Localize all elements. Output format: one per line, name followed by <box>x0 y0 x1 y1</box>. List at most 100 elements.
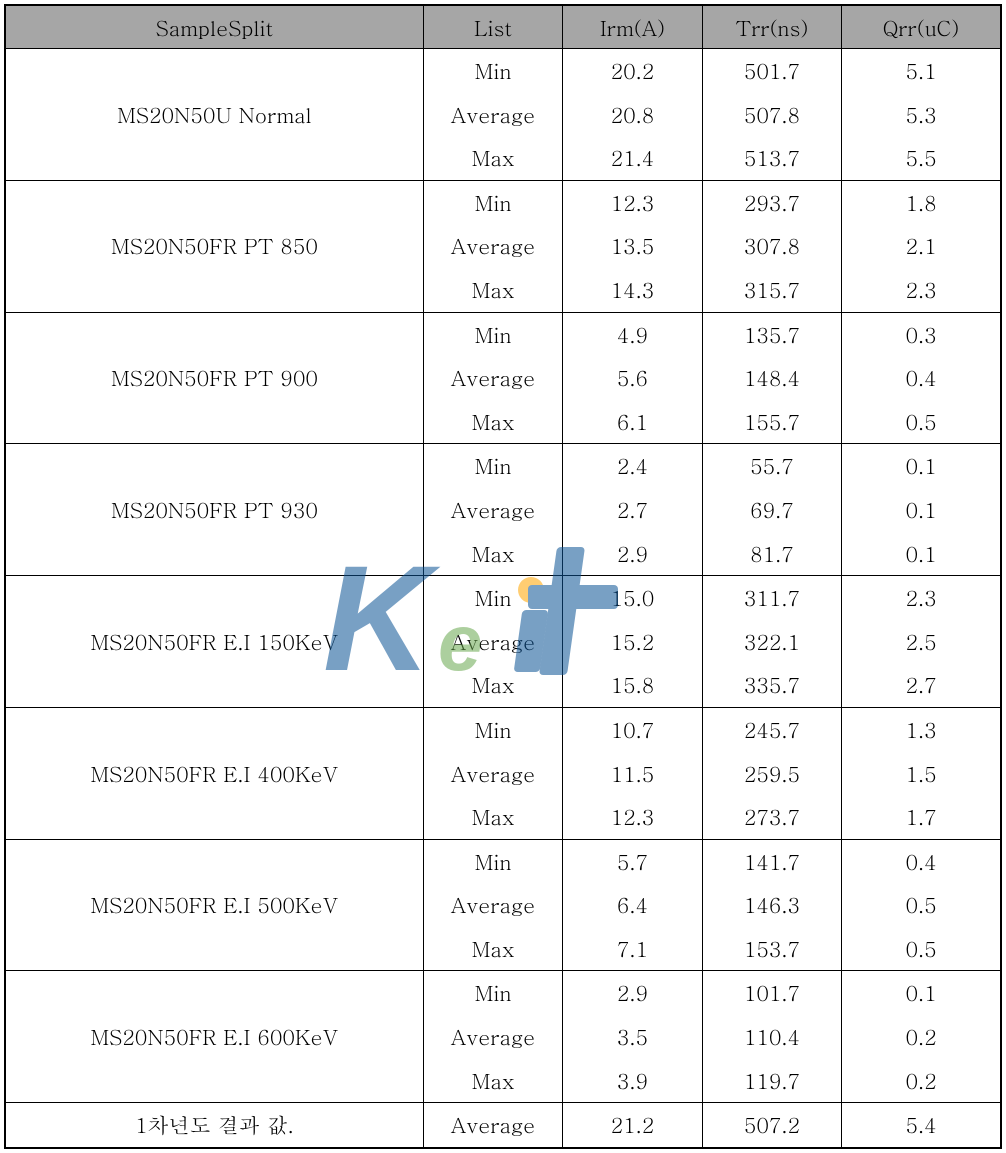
trr-cell: 155.7 <box>702 400 841 444</box>
irm-cell: 21.4 <box>563 136 702 180</box>
trr-cell: 110.4 <box>702 1015 841 1059</box>
qrr-cell: 1.7 <box>842 795 1001 839</box>
irm-cell: 5.6 <box>563 356 702 400</box>
list-cell: Average <box>423 883 562 927</box>
sample-cell: MS20N50FR E.I 150KeV <box>5 576 423 708</box>
list-cell: Average <box>423 224 562 268</box>
table-row: MS20N50FR PT 930Min2.455.70.1 <box>5 444 1001 488</box>
list-cell: Max <box>423 1059 562 1103</box>
qrr-cell: 0.5 <box>842 883 1001 927</box>
irm-cell: 15.0 <box>563 576 702 620</box>
sample-cell: MS20N50FR E.I 400KeV <box>5 707 423 839</box>
list-cell: Average <box>423 488 562 532</box>
qrr-cell: 0.1 <box>842 444 1001 488</box>
sample-cell: MS20N50FR PT 900 <box>5 312 423 444</box>
qrr-cell: 0.1 <box>842 971 1001 1015</box>
list-cell: Max <box>423 136 562 180</box>
table-row: MS20N50FR E.I 150KeVMin15.0311.72.3 <box>5 576 1001 620</box>
irm-cell: 2.9 <box>563 532 702 576</box>
qrr-cell: 0.3 <box>842 312 1001 356</box>
qrr-cell: 1.5 <box>842 752 1001 796</box>
list-cell: Min <box>423 839 562 883</box>
trr-cell: 293.7 <box>702 180 841 224</box>
irm-cell: 10.7 <box>563 707 702 751</box>
trr-cell: 507.8 <box>702 93 841 137</box>
list-cell: Min <box>423 444 562 488</box>
irm-cell: 2.4 <box>563 444 702 488</box>
irm-cell: 2.9 <box>563 971 702 1015</box>
irm-cell: 20.2 <box>563 49 702 93</box>
list-cell: Average <box>423 1015 562 1059</box>
irm-cell: 6.4 <box>563 883 702 927</box>
qrr-cell: 1.8 <box>842 180 1001 224</box>
irm-cell: 15.8 <box>563 663 702 707</box>
qrr-cell: 0.2 <box>842 1059 1001 1103</box>
irm-cell: 7.1 <box>563 927 702 971</box>
qrr-cell: 0.1 <box>842 488 1001 532</box>
trr-cell: 513.7 <box>702 136 841 180</box>
trr-cell: 259.5 <box>702 752 841 796</box>
list-cell: Average <box>423 752 562 796</box>
summary-sample-cell: 1차년도 결과 값. <box>5 1103 423 1148</box>
data-table: SampleSplit List Irm(A) Trr(ns) Qrr(uC) … <box>4 4 1002 1149</box>
trr-cell: 81.7 <box>702 532 841 576</box>
irm-cell: 13.5 <box>563 224 702 268</box>
trr-cell: 69.7 <box>702 488 841 532</box>
irm-cell: 3.9 <box>563 1059 702 1103</box>
trr-cell: 101.7 <box>702 971 841 1015</box>
summary-irm-cell: 21.2 <box>563 1103 702 1148</box>
trr-cell: 119.7 <box>702 1059 841 1103</box>
irm-cell: 3.5 <box>563 1015 702 1059</box>
summary-trr-cell: 507.2 <box>702 1103 841 1148</box>
list-cell: Max <box>423 532 562 576</box>
qrr-cell: 2.7 <box>842 663 1001 707</box>
trr-cell: 307.8 <box>702 224 841 268</box>
qrr-cell: 2.3 <box>842 268 1001 312</box>
qrr-cell: 0.2 <box>842 1015 1001 1059</box>
header-trr: Trr(ns) <box>702 5 841 49</box>
qrr-cell: 0.1 <box>842 532 1001 576</box>
trr-cell: 141.7 <box>702 839 841 883</box>
trr-cell: 146.3 <box>702 883 841 927</box>
trr-cell: 322.1 <box>702 620 841 664</box>
qrr-cell: 2.3 <box>842 576 1001 620</box>
trr-cell: 315.7 <box>702 268 841 312</box>
sample-cell: MS20N50FR E.I 500KeV <box>5 839 423 971</box>
qrr-cell: 5.3 <box>842 93 1001 137</box>
table-row: MS20N50FR PT 850Min12.3293.71.8 <box>5 180 1001 224</box>
irm-cell: 11.5 <box>563 752 702 796</box>
irm-cell: 15.2 <box>563 620 702 664</box>
list-cell: Min <box>423 180 562 224</box>
qrr-cell: 1.3 <box>842 707 1001 751</box>
header-list: List <box>423 5 562 49</box>
qrr-cell: 5.1 <box>842 49 1001 93</box>
sample-cell: MS20N50FR E.I 600KeV <box>5 971 423 1103</box>
trr-cell: 153.7 <box>702 927 841 971</box>
list-cell: Min <box>423 707 562 751</box>
table-row: MS20N50FR E.I 500KeVMin5.7141.70.4 <box>5 839 1001 883</box>
trr-cell: 311.7 <box>702 576 841 620</box>
irm-cell: 12.3 <box>563 795 702 839</box>
list-cell: Min <box>423 49 562 93</box>
table-row: MS20N50FR E.I 600KeVMin2.9101.70.1 <box>5 971 1001 1015</box>
irm-cell: 5.7 <box>563 839 702 883</box>
sample-cell: MS20N50FR PT 850 <box>5 180 423 312</box>
qrr-cell: 0.4 <box>842 356 1001 400</box>
list-cell: Min <box>423 576 562 620</box>
list-cell: Average <box>423 620 562 664</box>
list-cell: Min <box>423 312 562 356</box>
irm-cell: 6.1 <box>563 400 702 444</box>
header-row: SampleSplit List Irm(A) Trr(ns) Qrr(uC) <box>5 5 1001 49</box>
header-irm: Irm(A) <box>563 5 702 49</box>
qrr-cell: 5.5 <box>842 136 1001 180</box>
trr-cell: 55.7 <box>702 444 841 488</box>
summary-qrr-cell: 5.4 <box>842 1103 1001 1148</box>
qrr-cell: 0.5 <box>842 927 1001 971</box>
header-sample: SampleSplit <box>5 5 423 49</box>
trr-cell: 273.7 <box>702 795 841 839</box>
list-cell: Max <box>423 795 562 839</box>
qrr-cell: 0.4 <box>842 839 1001 883</box>
header-qrr: Qrr(uC) <box>842 5 1001 49</box>
qrr-cell: 2.5 <box>842 620 1001 664</box>
table-row: MS20N50FR PT 900Min4.9135.70.3 <box>5 312 1001 356</box>
